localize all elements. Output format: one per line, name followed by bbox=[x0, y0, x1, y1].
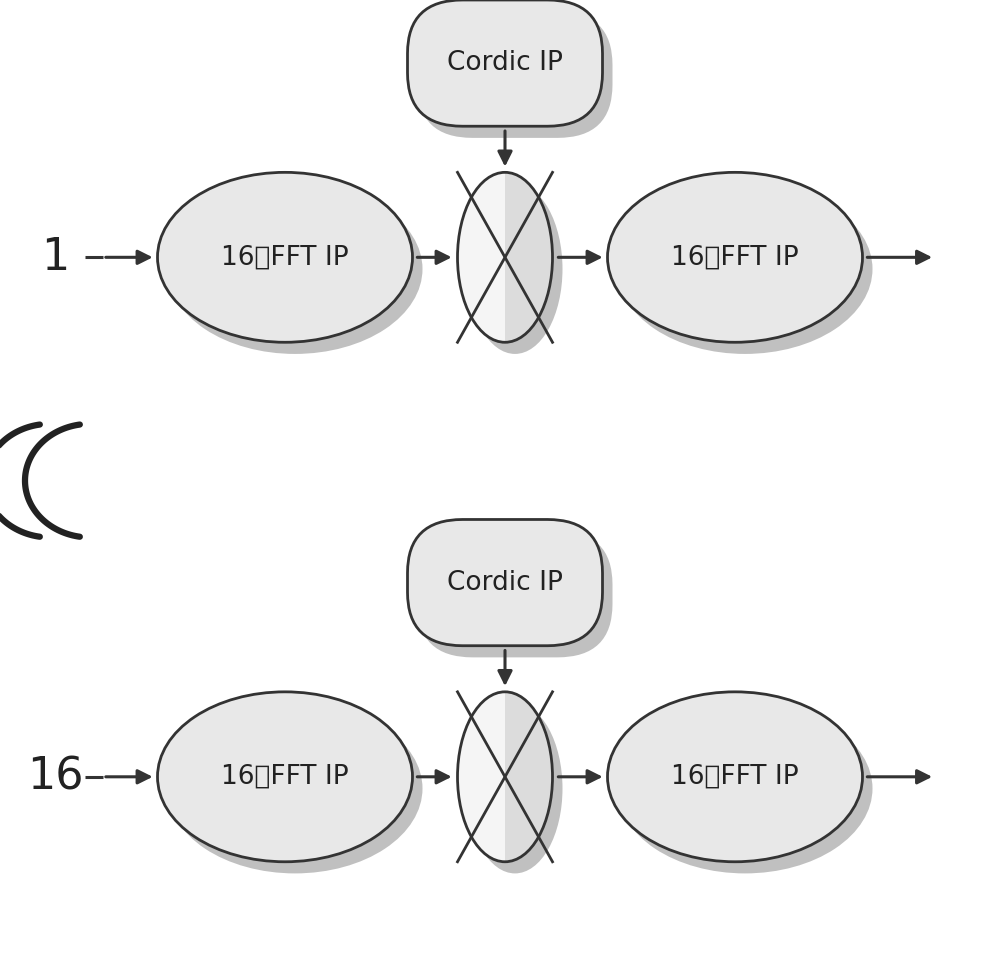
Text: 16点FFT IP: 16点FFT IP bbox=[671, 245, 799, 270]
Ellipse shape bbox=[158, 691, 413, 862]
Ellipse shape bbox=[168, 703, 422, 874]
FancyBboxPatch shape bbox=[418, 12, 612, 138]
Polygon shape bbox=[458, 173, 505, 343]
Polygon shape bbox=[505, 173, 552, 343]
Text: 1: 1 bbox=[41, 236, 69, 279]
Ellipse shape bbox=[468, 703, 562, 874]
Text: Cordic IP: Cordic IP bbox=[447, 570, 563, 595]
Ellipse shape bbox=[168, 184, 422, 353]
Text: 16点FFT IP: 16点FFT IP bbox=[221, 245, 349, 270]
Ellipse shape bbox=[618, 184, 872, 353]
Ellipse shape bbox=[458, 173, 552, 343]
Text: 16: 16 bbox=[27, 755, 83, 798]
Ellipse shape bbox=[618, 703, 872, 874]
Ellipse shape bbox=[608, 691, 862, 862]
Text: 16点FFT IP: 16点FFT IP bbox=[221, 764, 349, 789]
FancyBboxPatch shape bbox=[408, 0, 602, 126]
Text: 16点FFT IP: 16点FFT IP bbox=[671, 764, 799, 789]
Ellipse shape bbox=[608, 173, 862, 343]
FancyBboxPatch shape bbox=[408, 519, 602, 646]
Ellipse shape bbox=[458, 691, 552, 862]
Polygon shape bbox=[458, 691, 505, 862]
Ellipse shape bbox=[158, 173, 413, 343]
Polygon shape bbox=[505, 691, 552, 862]
Ellipse shape bbox=[468, 184, 562, 353]
FancyBboxPatch shape bbox=[418, 531, 612, 657]
Text: Cordic IP: Cordic IP bbox=[447, 50, 563, 76]
